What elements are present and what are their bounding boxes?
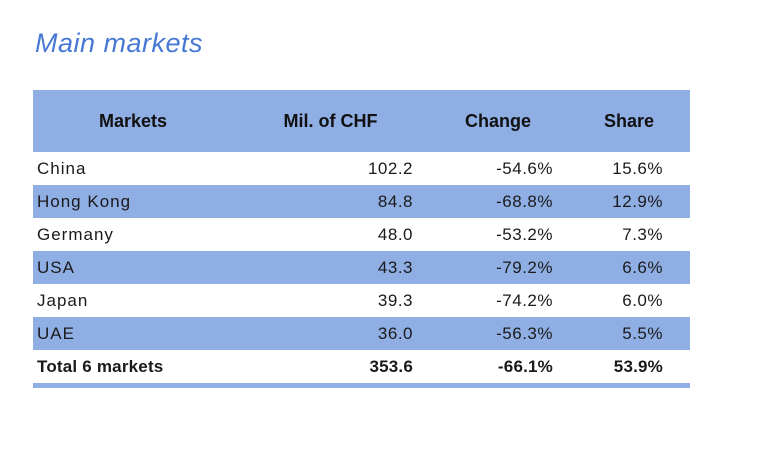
market-cell: Hong Kong <box>33 185 233 218</box>
chf-cell: 43.3 <box>233 251 428 284</box>
col-header-markets: Markets <box>33 90 233 152</box>
table-row-germany: Germany 48.0 -53.2% 7.3% <box>33 218 690 251</box>
share-cell: 15.6% <box>612 158 663 178</box>
col-header-change: Change <box>428 90 568 152</box>
chf-cell: 84.8 <box>233 185 428 218</box>
market-cell: Germany <box>37 224 114 244</box>
table-row-total: Total 6 markets 353.6 -66.1% 53.9% <box>33 350 690 388</box>
table-row-uae: UAE 36.0 -56.3% 5.5% <box>33 317 690 350</box>
main-markets-table: Markets Mil. of CHF Change Share China 1… <box>33 90 690 388</box>
market-cell: USA <box>33 251 233 284</box>
table-row-usa: USA 43.3 -79.2% 6.6% <box>33 251 690 284</box>
market-cell: Japan <box>37 290 89 310</box>
col-header-share: Share <box>568 90 690 152</box>
share-cell: 6.0% <box>622 290 663 310</box>
chf-cell: 39.3 <box>377 290 413 310</box>
table-row-hong-kong: Hong Kong 84.8 -68.8% 12.9% <box>33 185 690 218</box>
change-cell: -79.2% <box>428 251 568 284</box>
change-cell: -54.6% <box>496 158 553 178</box>
market-cell: China <box>37 158 87 178</box>
table-header-row: Markets Mil. of CHF Change Share <box>33 90 690 152</box>
table-row-china: China 102.2 -54.6% 15.6% <box>33 152 690 185</box>
chf-cell: 48.0 <box>377 224 413 244</box>
share-cell: 6.6% <box>568 251 690 284</box>
total-chf-cell: 353.6 <box>233 350 428 388</box>
change-cell: -74.2% <box>496 290 553 310</box>
share-cell: 5.5% <box>568 317 690 350</box>
chf-cell: 102.2 <box>367 158 413 178</box>
change-cell: -56.3% <box>428 317 568 350</box>
total-share-cell: 53.9% <box>568 350 690 388</box>
chf-cell: 36.0 <box>233 317 428 350</box>
page-title: Main markets <box>35 28 204 58</box>
change-cell: -68.8% <box>428 185 568 218</box>
total-change-cell: -66.1% <box>428 350 568 388</box>
total-label-cell: Total 6 markets <box>33 350 233 388</box>
change-cell: -53.2% <box>496 224 553 244</box>
col-header-mil-of-chf: Mil. of CHF <box>233 90 428 152</box>
market-cell: UAE <box>33 317 233 350</box>
table-row-japan: Japan 39.3 -74.2% 6.0% <box>33 284 690 317</box>
share-cell: 12.9% <box>568 185 690 218</box>
share-cell: 7.3% <box>622 224 663 244</box>
